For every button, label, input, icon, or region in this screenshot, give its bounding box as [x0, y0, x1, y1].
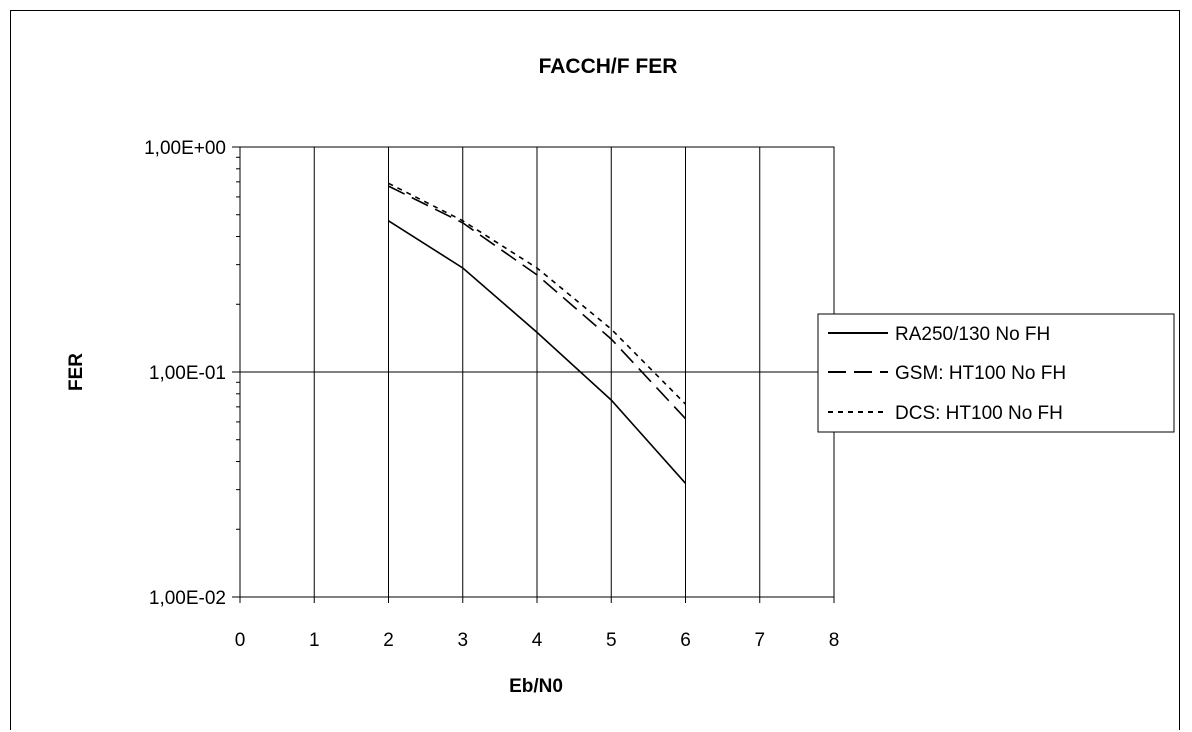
y-tick-label: 1,00E+00 — [144, 138, 226, 159]
x-tick-label: 1 — [309, 630, 320, 651]
series-line — [388, 185, 687, 420]
legend-label: RA250/130 No FH — [895, 324, 1050, 345]
series-line — [388, 182, 687, 405]
x-tick-label: 6 — [680, 630, 691, 651]
legend: RA250/130 No FH GSM: HT100 No FH DCS: HT10… — [817, 313, 1175, 433]
series-lines — [388, 182, 687, 484]
x-tick-label: 7 — [754, 630, 765, 651]
x-axis-title: Eb/N0 — [509, 676, 563, 697]
y-tick-labels: 1,00E+00 1,00E-01 1,00E-02 — [144, 138, 226, 609]
x-tick-label: 3 — [457, 630, 468, 651]
y-tick-label: 1,00E-02 — [149, 588, 226, 609]
grid-lines — [240, 147, 834, 597]
y-tick-label: 1,00E-01 — [149, 363, 226, 384]
x-tick-label: 0 — [235, 630, 246, 651]
x-tick-label: 5 — [606, 630, 617, 651]
y-axis-title: FER — [66, 353, 87, 391]
legend-label: DCS: HT100 No FH — [895, 403, 1063, 424]
x-tick-label: 4 — [532, 630, 543, 651]
series-line — [388, 220, 687, 484]
x-tick-labels: 0 1 2 3 4 5 6 7 8 — [235, 630, 840, 651]
legend-label: GSM: HT100 No FH — [895, 363, 1066, 384]
chart-title: FACCH/F FER — [539, 55, 678, 78]
x-tick-label: 8 — [829, 630, 840, 651]
x-tick-label: 2 — [383, 630, 394, 651]
